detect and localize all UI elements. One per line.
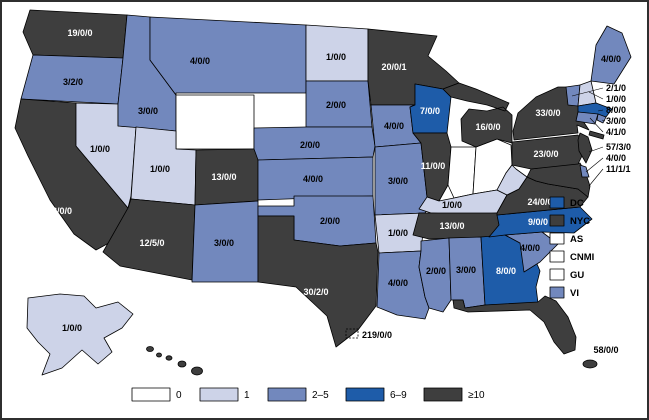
territory-label-nyc: NYC: [570, 216, 590, 227]
value-label-al: 3/0/0: [456, 265, 476, 275]
value-label-ky: 1/0/0: [442, 200, 462, 210]
state-wy[interactable]: [175, 94, 255, 150]
northeast-callout-labels: 2/1/0 1/0/0 8/0/0 3/0/0 4/1/0 57/3/0 4/0…: [606, 83, 631, 174]
value-label-pa: 23/0/0: [533, 149, 558, 159]
territory-swatch-dc: [549, 196, 565, 209]
value-label-sd: 2/0/0: [326, 100, 346, 110]
state-mt[interactable]: [149, 16, 307, 96]
value-label-or: 3/2/0: [63, 77, 83, 87]
value-label-hi: 219/0/0: [362, 330, 392, 340]
value-label-ne: 2/0/0: [300, 140, 320, 150]
legend-swatch-1: [199, 387, 239, 402]
value-label-nc: 9/0/0: [528, 217, 548, 227]
value-label-me: 4/0/0: [601, 54, 621, 64]
value-label-mo: 3/0/0: [388, 176, 408, 186]
state-me[interactable]: [590, 25, 632, 85]
territory-swatch-nyc: [549, 214, 565, 227]
callout-label-ct: 4/1/0: [606, 127, 626, 137]
value-label-ms: 2/0/0: [426, 266, 446, 276]
state-nc[interactable]: [488, 206, 593, 238]
state-hi[interactable]: [146, 346, 203, 376]
value-label-wa: 19/0/0: [67, 28, 92, 38]
state-value-labels: 19/0/0 3/2/0 138/0/0 1/0/0 3/0/0 4/0/0 1…: [42, 28, 621, 333]
value-label-ca: 138/0/0: [42, 206, 72, 216]
territory-label-gu: GU: [570, 270, 584, 281]
value-label-id: 3/0/0: [138, 106, 158, 116]
legend-label-0: 0: [176, 390, 182, 401]
value-label-ar: 1/0/0: [388, 228, 408, 238]
state-in[interactable]: [447, 146, 477, 199]
legend-label-2-5: 2–5: [312, 390, 329, 401]
value-label-ga: 8/0/0: [496, 266, 516, 276]
callout-label-de: 4/0/0: [606, 153, 626, 163]
value-label-nm: 3/0/0: [214, 238, 234, 248]
callout-label-nh: 1/0/0: [606, 94, 626, 104]
state-nj[interactable]: [577, 132, 593, 164]
callout-label-vt: 2/1/0: [606, 83, 626, 93]
value-label-sc: 4/0/0: [520, 243, 540, 253]
state-ak[interactable]: [26, 293, 134, 376]
value-label-mn: 20/0/1: [381, 62, 406, 72]
value-label-az: 12/5/0: [139, 238, 164, 248]
territory-legend: DC NYC AS CNMI GU VI: [549, 196, 594, 299]
legend-swatch-10: [423, 387, 463, 402]
territory-label-vi: VI: [570, 288, 579, 299]
value-label-ok: 2/0/0: [320, 216, 340, 226]
value-label-la: 4/0/0: [388, 278, 408, 288]
callout-label-md: 11/1/1: [606, 164, 631, 174]
legend-label-1: 1: [244, 390, 250, 401]
value-label-nv: 1/0/0: [90, 144, 110, 154]
value-label-mt: 4/0/0: [190, 56, 210, 66]
states-layer: [14, 9, 632, 376]
territory-swatch-vi: [549, 286, 565, 299]
state-mi[interactable]: [442, 82, 513, 148]
value-label-tx: 30/2/0: [303, 287, 328, 297]
value-label-ks: 4/0/0: [303, 174, 323, 184]
territory-swatch-as: [549, 232, 565, 245]
territory-label-dc: DC: [570, 198, 584, 209]
legend-label-10: ≥10: [468, 390, 485, 401]
value-label-tn: 13/0/0: [439, 221, 464, 231]
state-de[interactable]: [579, 164, 590, 178]
callout-label-nj: 57/3/0: [606, 142, 631, 152]
callout-leader-lines: [571, 87, 606, 187]
value-label-ia: 4/0/0: [384, 121, 404, 131]
legend-swatch-2-5: [267, 387, 307, 402]
value-label-mi: 16/0/0: [475, 122, 500, 132]
value-label-ut: 1/0/0: [150, 164, 170, 174]
legend-swatch-0: [131, 387, 171, 402]
territory-pr[interactable]: [582, 359, 598, 369]
value-label-co: 13/0/0: [211, 172, 236, 182]
value-label-nd: 1/0/0: [326, 52, 346, 62]
category-legend: 0 1 2–5 6–9 ≥10: [131, 387, 485, 402]
value-label-ak: 1/0/0: [62, 323, 82, 333]
territory-label-as: AS: [570, 234, 583, 245]
state-wv[interactable]: [496, 164, 528, 196]
territory-swatch-gu: [549, 268, 565, 281]
value-label-va: 24/0/0: [527, 197, 552, 207]
value-label-pr: 58/0/0: [593, 345, 618, 355]
state-ne[interactable]: [253, 126, 376, 161]
value-label-il: 11/0/0: [421, 161, 446, 171]
value-label-wi: 7/0/0: [420, 106, 440, 116]
state-il[interactable]: [412, 132, 452, 202]
callout-label-ma: 8/0/0: [606, 105, 626, 115]
territory-swatch-cnmi: [549, 250, 565, 263]
state-tx[interactable]: [257, 215, 379, 348]
legend-swatch-6-9: [345, 387, 385, 402]
state-fl[interactable]: [452, 295, 577, 355]
territory-label-cnmi: CNMI: [570, 252, 594, 263]
callout-label-ri: 3/0/0: [606, 116, 626, 126]
legend-label-6-9: 6–9: [390, 390, 407, 401]
value-label-ny: 33/0/0: [535, 108, 560, 118]
state-pa[interactable]: [511, 134, 587, 170]
